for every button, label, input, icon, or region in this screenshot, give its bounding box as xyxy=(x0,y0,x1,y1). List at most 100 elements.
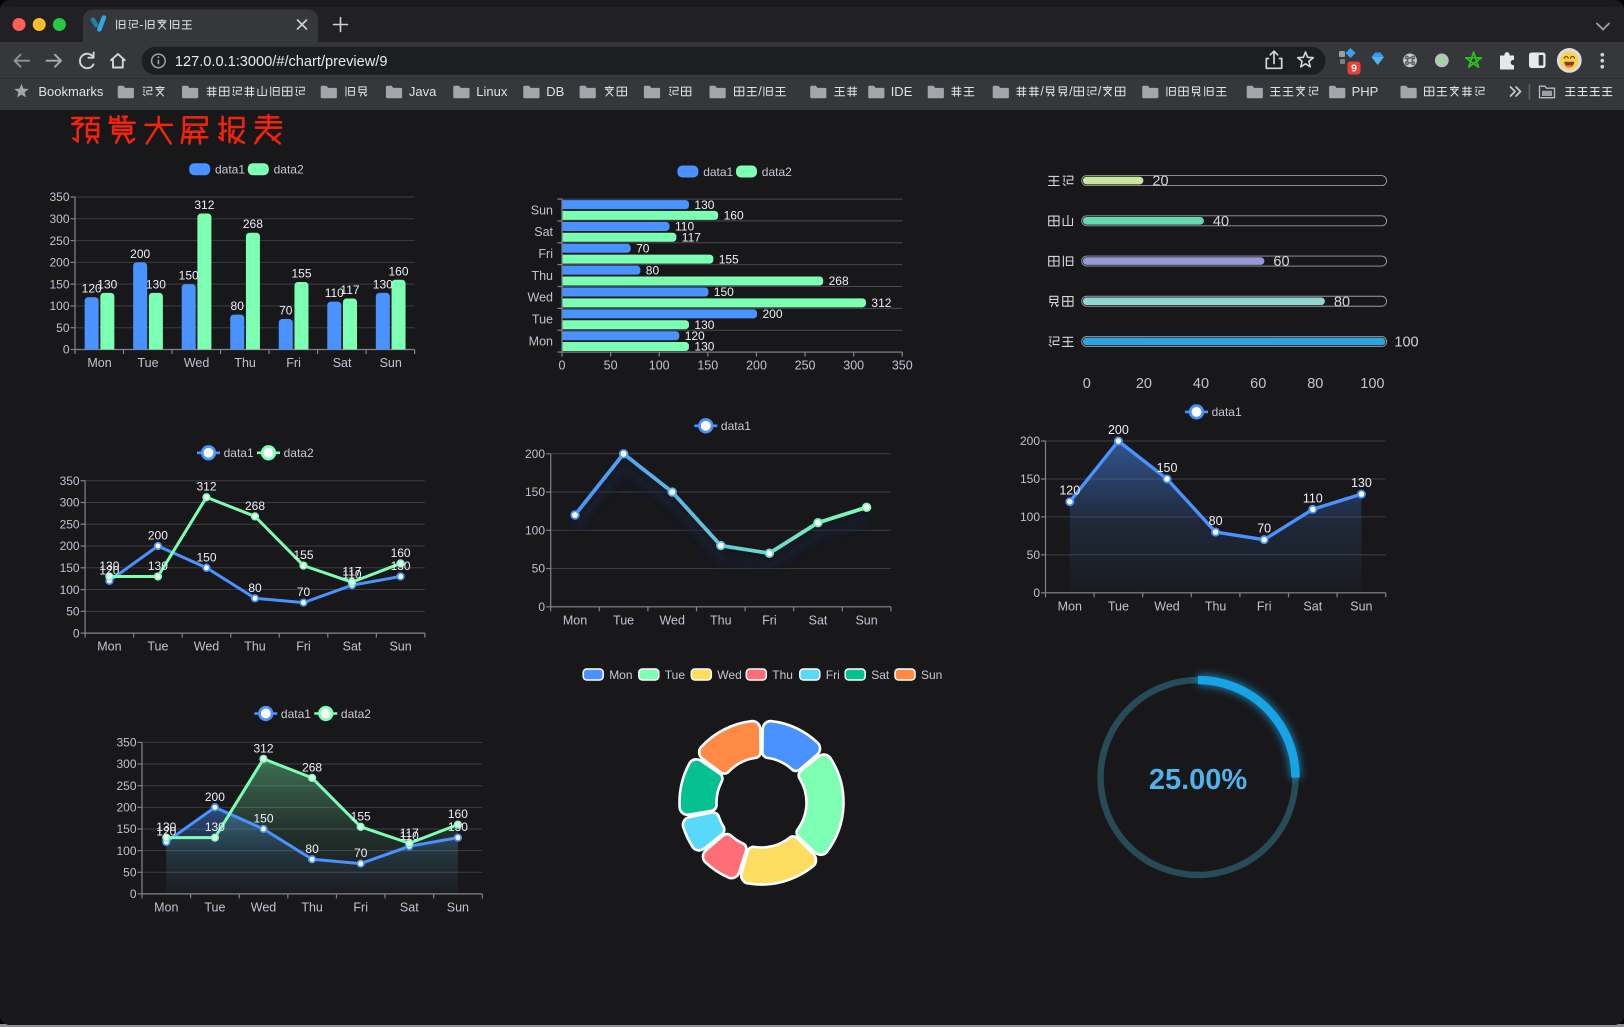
svg-text:250: 250 xyxy=(116,779,136,793)
svg-text:150: 150 xyxy=(1157,461,1178,475)
svg-text:Thu: Thu xyxy=(301,900,323,914)
svg-text:Mon: Mon xyxy=(1058,599,1082,613)
svg-text:130: 130 xyxy=(694,198,714,212)
svg-text:120: 120 xyxy=(82,282,102,296)
svg-text:155: 155 xyxy=(351,809,371,823)
svg-text:200: 200 xyxy=(763,307,783,321)
svg-text:200: 200 xyxy=(1108,423,1129,437)
svg-text:Sun: Sun xyxy=(1350,599,1372,613)
svg-text:130: 130 xyxy=(694,340,714,354)
svg-text:350: 350 xyxy=(49,190,69,204)
svg-text:120: 120 xyxy=(1059,484,1080,498)
svg-text:80: 80 xyxy=(248,581,262,595)
svg-text:155: 155 xyxy=(293,548,313,562)
svg-text:Sat: Sat xyxy=(534,225,553,239)
svg-text:Wed: Wed xyxy=(194,640,220,654)
svg-text:200: 200 xyxy=(60,539,80,553)
svg-text:350: 350 xyxy=(892,359,913,373)
svg-text:80: 80 xyxy=(231,299,245,313)
svg-text:100: 100 xyxy=(1360,376,1384,392)
svg-text:Sat: Sat xyxy=(343,640,362,654)
svg-text:100: 100 xyxy=(116,844,136,858)
svg-text:300: 300 xyxy=(843,359,864,373)
svg-text:130: 130 xyxy=(391,559,411,573)
svg-text:Sun: Sun xyxy=(447,900,469,914)
svg-text:Sun: Sun xyxy=(380,356,402,370)
svg-text:20: 20 xyxy=(1152,174,1168,190)
svg-text:130: 130 xyxy=(99,559,119,573)
svg-text:130: 130 xyxy=(1351,476,1372,490)
svg-text:80: 80 xyxy=(1307,376,1323,392)
svg-text:50: 50 xyxy=(1027,548,1041,562)
svg-text:200: 200 xyxy=(746,359,767,373)
svg-text:data2: data2 xyxy=(274,163,304,177)
svg-text:110: 110 xyxy=(325,286,344,300)
svg-text:0: 0 xyxy=(73,626,80,640)
svg-text:117: 117 xyxy=(682,231,701,245)
svg-text:130: 130 xyxy=(156,820,176,834)
svg-text:Fri: Fri xyxy=(538,247,553,261)
svg-text:100: 100 xyxy=(49,299,69,313)
svg-text:117: 117 xyxy=(400,826,419,840)
svg-text:40: 40 xyxy=(1213,214,1229,230)
svg-text:268: 268 xyxy=(245,499,265,513)
svg-text:IDE: IDE xyxy=(891,84,913,99)
svg-text:Sun: Sun xyxy=(389,640,411,654)
svg-text:Thu: Thu xyxy=(234,356,256,370)
svg-text:160: 160 xyxy=(724,209,744,223)
svg-text:25.00%: 25.00% xyxy=(1149,764,1248,796)
svg-text:130: 130 xyxy=(694,318,714,332)
svg-text:Sat: Sat xyxy=(333,356,352,370)
svg-text:Fri: Fri xyxy=(762,613,777,627)
svg-text:130: 130 xyxy=(448,820,468,834)
svg-text:80: 80 xyxy=(1334,294,1350,310)
svg-text:Mon: Mon xyxy=(563,613,587,627)
svg-text:data1: data1 xyxy=(721,419,751,433)
svg-text:117: 117 xyxy=(340,283,359,297)
svg-text:Thu: Thu xyxy=(244,640,266,654)
svg-text:DB: DB xyxy=(546,84,564,99)
svg-text:Thu: Thu xyxy=(772,668,793,682)
svg-text:Mon: Mon xyxy=(87,356,111,370)
svg-text:110: 110 xyxy=(1303,491,1323,505)
svg-text:300: 300 xyxy=(49,212,69,226)
svg-text:Fri: Fri xyxy=(826,668,840,682)
svg-text:100: 100 xyxy=(1020,510,1040,524)
svg-text:/: / xyxy=(1040,85,1044,99)
svg-text:200: 200 xyxy=(130,247,150,261)
svg-text:data1: data1 xyxy=(703,165,733,179)
svg-text:110: 110 xyxy=(342,568,361,582)
svg-text:250: 250 xyxy=(795,359,816,373)
svg-text:Wed: Wed xyxy=(659,613,685,627)
svg-text:Sat: Sat xyxy=(1303,599,1322,613)
svg-text:70: 70 xyxy=(279,304,293,318)
svg-text:150: 150 xyxy=(253,812,273,826)
svg-text:300: 300 xyxy=(116,757,136,771)
svg-text:Linux: Linux xyxy=(476,84,508,99)
svg-text:80: 80 xyxy=(1209,514,1223,528)
svg-text:200: 200 xyxy=(525,447,545,461)
svg-text:50: 50 xyxy=(66,605,80,619)
svg-text:data1: data1 xyxy=(215,163,245,177)
svg-text:150: 150 xyxy=(714,285,734,299)
svg-text:data1: data1 xyxy=(1212,405,1242,419)
svg-text:312: 312 xyxy=(871,296,891,310)
svg-text:9: 9 xyxy=(1351,63,1357,75)
svg-text:0: 0 xyxy=(559,359,566,373)
svg-text:100: 100 xyxy=(1394,335,1418,351)
svg-text:130: 130 xyxy=(205,820,225,834)
svg-text:Thu: Thu xyxy=(1205,599,1227,613)
svg-text:127.0.0.1:3000/#/chart/preview: 127.0.0.1:3000/#/chart/preview/9 xyxy=(175,54,388,70)
svg-text:40: 40 xyxy=(1193,376,1209,392)
svg-text:Mon: Mon xyxy=(529,334,553,348)
svg-text:50: 50 xyxy=(532,562,546,576)
svg-text:Tue: Tue xyxy=(1108,599,1129,613)
svg-text:250: 250 xyxy=(60,517,80,531)
svg-text:130: 130 xyxy=(148,559,168,573)
svg-text:/: / xyxy=(1098,85,1102,99)
svg-text:Fri: Fri xyxy=(286,356,301,370)
svg-text:data2: data2 xyxy=(341,707,371,721)
svg-text:data1: data1 xyxy=(281,707,311,721)
svg-text:data2: data2 xyxy=(762,165,792,179)
svg-text:Wed: Wed xyxy=(717,668,741,682)
